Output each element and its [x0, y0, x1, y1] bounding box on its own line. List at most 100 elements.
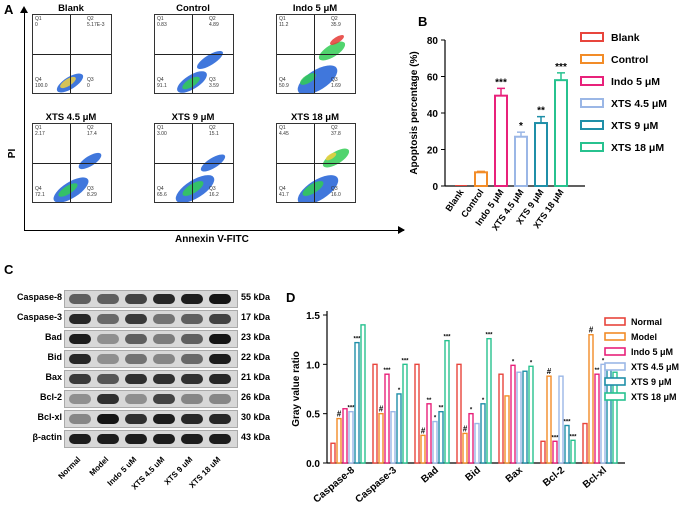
- flow-plot: Q1 11.2 Q2 35.9 Q4 50.9 Q3 1.69: [276, 14, 356, 94]
- blot-band: [125, 414, 147, 424]
- significance-mark: *: [398, 388, 401, 394]
- blot-strip: [64, 350, 238, 368]
- blot-band: [97, 434, 119, 444]
- quadrant-value: 3.00: [157, 131, 167, 137]
- significance-mark: ***: [495, 77, 507, 88]
- quadrant-label: Q3: [209, 186, 216, 192]
- legend-label: XTS 9 μM: [631, 377, 672, 387]
- x-tick-label: Bax: [504, 465, 525, 486]
- gate-v-line: [70, 15, 72, 93]
- blot-band: [181, 374, 203, 384]
- bar: [348, 410, 354, 464]
- bar: [516, 371, 522, 464]
- blot-strip: [64, 410, 238, 428]
- quadrant-value: 16.2: [209, 192, 219, 198]
- legend-swatch: [580, 32, 604, 42]
- x-tick-label: Bcl-xl: [581, 465, 609, 491]
- flow-plot: Q1 2.17 Q2 17.4 Q4 72.1 Q3 8.29: [32, 123, 112, 203]
- gate-h-line: [277, 163, 355, 164]
- bar: [372, 363, 378, 464]
- gate-h-line: [277, 54, 355, 55]
- quadrant-value: 35.9: [331, 22, 341, 28]
- blot-band: [125, 374, 147, 384]
- blot-band: [125, 354, 147, 364]
- bar: [582, 422, 588, 464]
- molecular-weight-label: 22 kDa: [241, 352, 271, 362]
- bar: [378, 412, 384, 464]
- cell-population-cloud: [194, 47, 226, 73]
- blot-strip: [64, 310, 238, 328]
- blot-band: [69, 394, 91, 404]
- significance-mark: ***: [347, 406, 355, 412]
- y-tick-label: 0: [432, 182, 438, 193]
- quadrant-label: Q2: [87, 16, 94, 22]
- bar: [534, 122, 548, 187]
- quadrant-value: 16.0: [331, 192, 341, 198]
- bar: [514, 135, 528, 187]
- quadrant-value: 15.1: [209, 131, 219, 137]
- blot-band: [209, 374, 231, 384]
- significance-mark: ***: [443, 335, 451, 341]
- blot-band: [69, 334, 91, 344]
- legend-swatch: [580, 120, 604, 130]
- legend-label: XTS 9 μM: [611, 120, 659, 132]
- bar: [612, 371, 618, 464]
- x-tick-label: Bad: [419, 465, 441, 486]
- legend-swatch: [604, 332, 626, 341]
- blot-strip: [64, 430, 238, 448]
- flow-plot-title: Blank: [58, 3, 84, 14]
- quadrant-value: 50.9: [279, 83, 289, 89]
- blot-band: [209, 354, 231, 364]
- protein-label: Bad: [44, 332, 62, 342]
- significance-mark: **: [537, 106, 545, 117]
- panel-a-y-axis-line: [24, 10, 25, 230]
- x-tick-label: Caspase-3: [354, 465, 400, 506]
- gate-h-line: [155, 163, 233, 164]
- quadrant-value: 1.69: [331, 83, 341, 89]
- blot-band: [69, 294, 91, 304]
- cell-population-cloud: [76, 149, 104, 173]
- quadrant-value: 0: [87, 83, 90, 89]
- quadrant-label: Q1: [35, 16, 42, 22]
- gate-v-line: [192, 15, 194, 93]
- significance-mark: *: [434, 416, 437, 422]
- quadrant-value: 65.6: [157, 192, 167, 198]
- apoptosis-bar-chart: 0 20 40 60 80 Apoptosis percentage (%) Blank Co…: [409, 32, 667, 232]
- panel-a-y-label: PI: [7, 148, 19, 159]
- bar: [594, 373, 600, 464]
- blot-band: [125, 434, 147, 444]
- bar: [342, 408, 348, 464]
- blot-band: [181, 414, 203, 424]
- blot-band: [97, 314, 119, 324]
- x-tick-label: Bcl-2: [541, 465, 567, 489]
- quadrant-value: 37.8: [331, 131, 341, 137]
- molecular-weight-label: 26 kDa: [241, 392, 271, 402]
- flow-plot-title: Indo 5 μM: [292, 3, 338, 14]
- bar: [504, 395, 510, 464]
- bar: [354, 341, 360, 464]
- blot-band: [181, 394, 203, 404]
- bar: [480, 403, 486, 464]
- significance-mark: ***: [383, 368, 391, 374]
- quadrant-value: 3.59: [209, 83, 219, 89]
- bar: [455, 185, 467, 186]
- bar: [456, 363, 462, 464]
- bar: [432, 420, 438, 464]
- molecular-weight-label: 23 kDa: [241, 332, 271, 342]
- bar: [486, 337, 492, 464]
- significance-mark: #: [379, 405, 384, 414]
- blot-band: [209, 394, 231, 404]
- significance-mark: *: [602, 358, 605, 364]
- flow-plot: Q1 3.00 Q2 15.1 Q4 65.6 Q3 16.2: [154, 123, 234, 203]
- protein-label: β-actin: [32, 432, 63, 442]
- blot-band: [125, 334, 147, 344]
- bar: [588, 334, 594, 464]
- blot-band: [181, 294, 203, 304]
- blot-band: [209, 334, 231, 344]
- quadrant-label: Q2: [209, 16, 216, 22]
- quadrant-label: Q2: [331, 125, 338, 131]
- significance-mark: ***: [569, 434, 577, 440]
- bar: [390, 410, 396, 464]
- panel-a-letter: A: [4, 2, 14, 17]
- significance-mark: *: [482, 398, 485, 404]
